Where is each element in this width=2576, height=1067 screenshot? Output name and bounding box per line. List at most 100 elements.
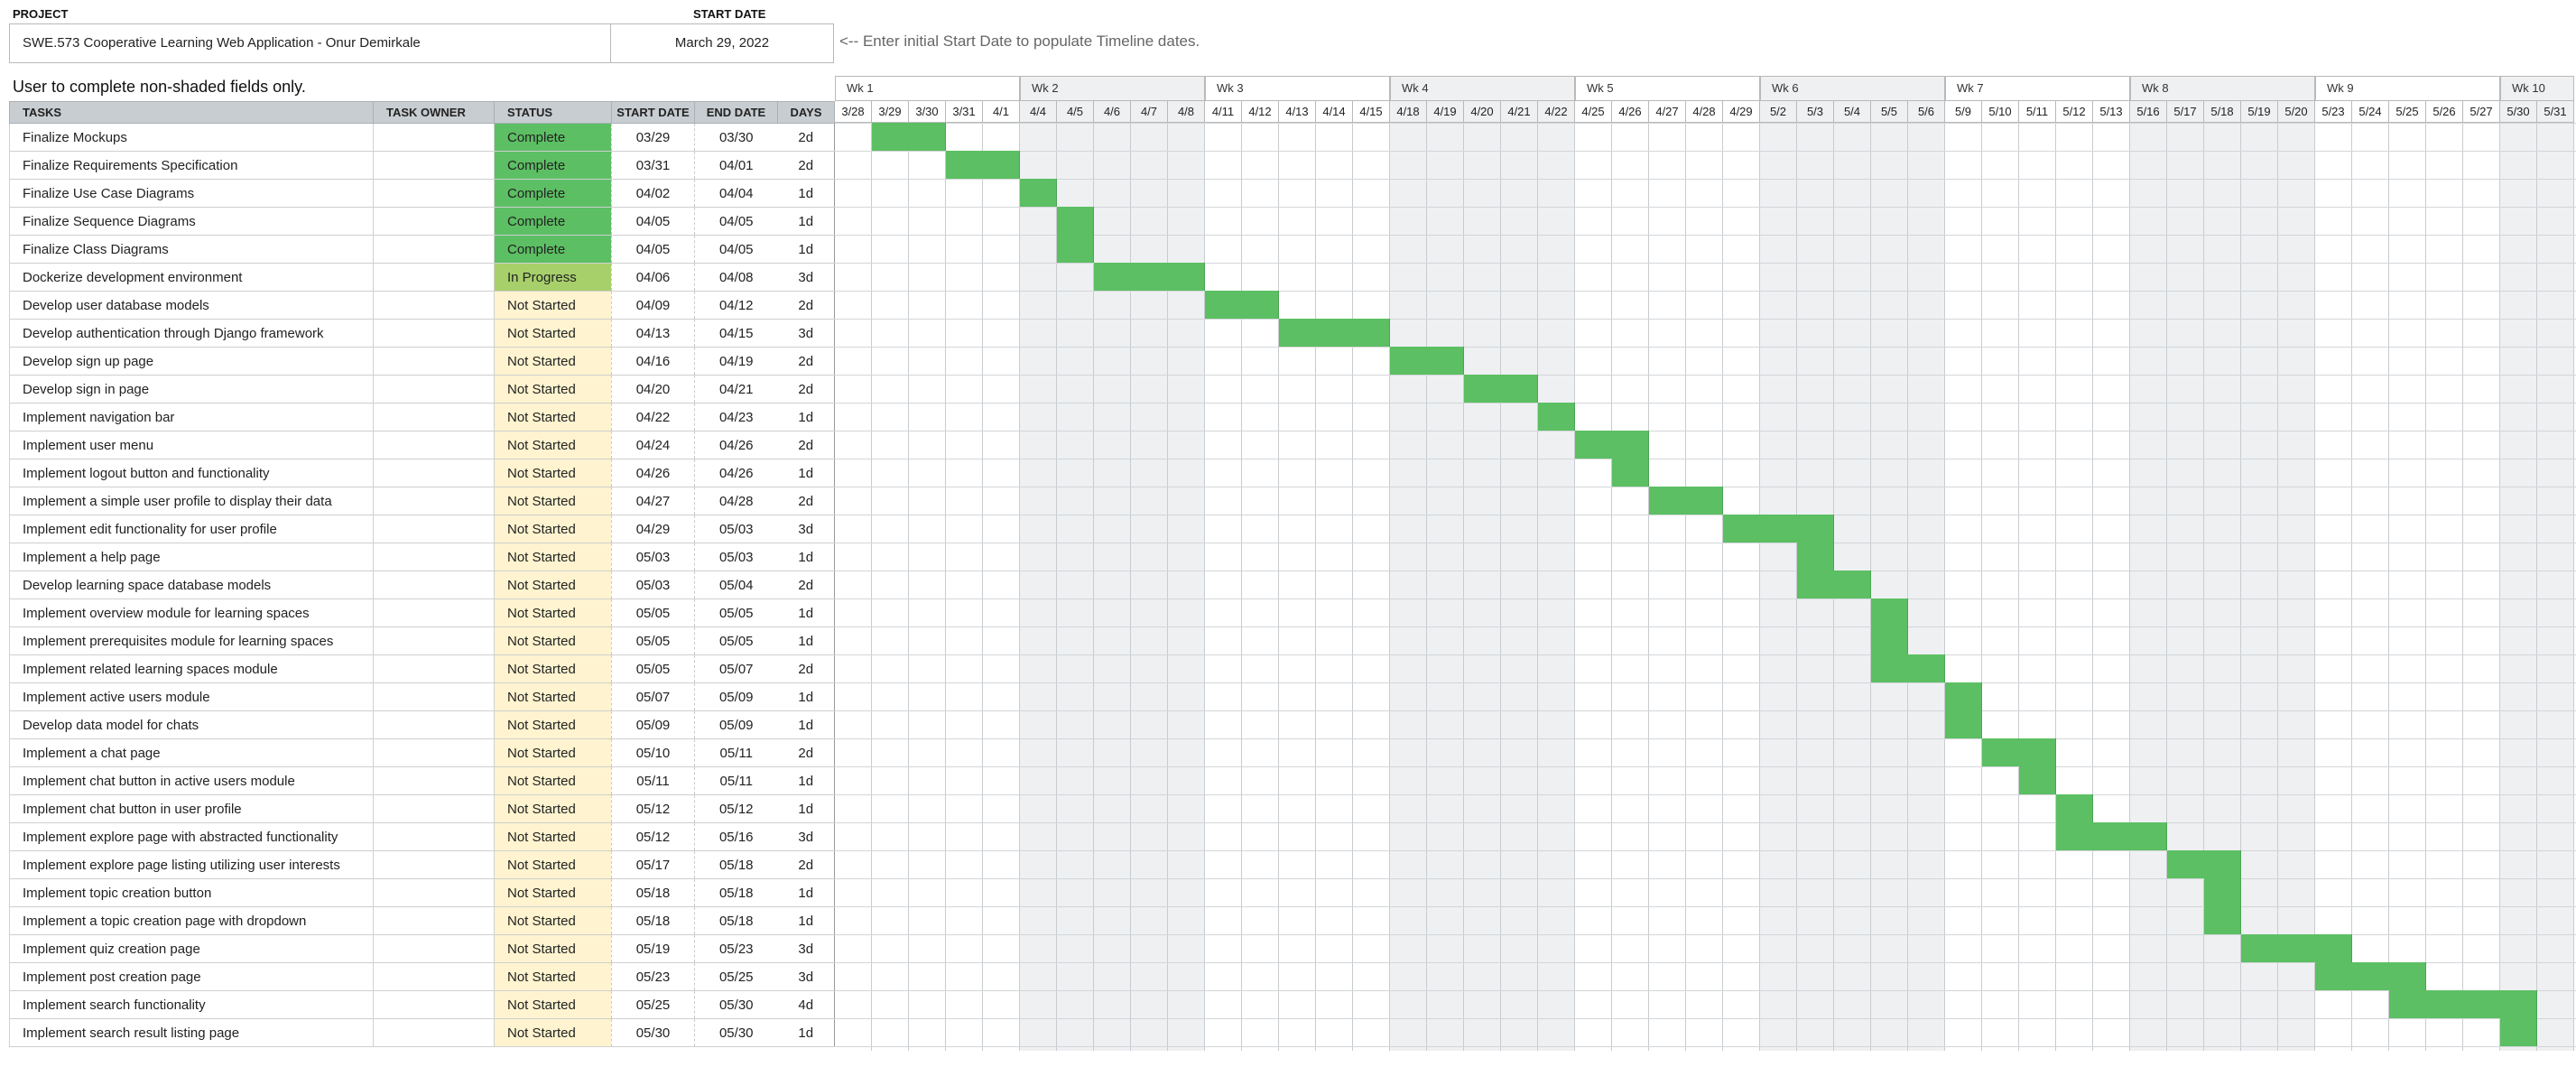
task-name-cell[interactable]: Implement topic creation button — [9, 878, 374, 907]
task-days-cell[interactable]: 3d — [777, 515, 835, 543]
task-end-cell[interactable]: 05/03 — [694, 515, 778, 543]
task-name-cell[interactable]: Implement chat button in user profile — [9, 794, 374, 823]
task-owner-cell[interactable] — [373, 822, 495, 851]
task-status-cell[interactable]: In Progress — [494, 263, 612, 292]
task-start-cell[interactable]: 04/22 — [611, 403, 695, 431]
task-status-cell[interactable]: Not Started — [494, 431, 612, 459]
task-owner-cell[interactable] — [373, 878, 495, 907]
task-start-cell[interactable]: 04/26 — [611, 459, 695, 487]
task-end-cell[interactable]: 05/05 — [694, 598, 778, 627]
task-days-cell[interactable]: 1d — [777, 682, 835, 711]
task-owner-cell[interactable] — [373, 571, 495, 599]
task-days-cell[interactable]: 1d — [777, 543, 835, 571]
start-date-field[interactable]: March 29, 2022 — [674, 35, 770, 51]
task-owner-cell[interactable] — [373, 179, 495, 208]
task-status-cell[interactable]: Not Started — [494, 766, 612, 795]
task-start-cell[interactable]: 04/05 — [611, 207, 695, 236]
task-name-cell[interactable]: Finalize Mockups — [9, 123, 374, 152]
task-name-cell[interactable]: Implement active users module — [9, 682, 374, 711]
task-start-cell[interactable]: 05/05 — [611, 626, 695, 655]
task-days-cell[interactable]: 2d — [777, 375, 835, 404]
task-days-cell[interactable]: 2d — [777, 654, 835, 683]
task-status-cell[interactable]: Not Started — [494, 962, 612, 991]
task-name-cell[interactable]: Implement explore page with abstracted f… — [9, 822, 374, 851]
task-start-cell[interactable]: 03/31 — [611, 151, 695, 180]
task-days-cell[interactable]: 1d — [777, 626, 835, 655]
task-owner-cell[interactable] — [373, 543, 495, 571]
task-status-cell[interactable]: Not Started — [494, 487, 612, 515]
task-name-cell[interactable]: Implement a simple user profile to displ… — [9, 487, 374, 515]
task-owner-cell[interactable] — [373, 794, 495, 823]
task-start-cell[interactable]: 05/19 — [611, 934, 695, 963]
task-name-cell[interactable]: Finalize Sequence Diagrams — [9, 207, 374, 236]
task-name-cell[interactable]: Develop data model for chats — [9, 710, 374, 739]
task-start-cell[interactable]: 05/18 — [611, 878, 695, 907]
task-status-cell[interactable]: Not Started — [494, 403, 612, 431]
task-start-cell[interactable]: 05/11 — [611, 766, 695, 795]
task-start-cell[interactable]: 04/29 — [611, 515, 695, 543]
task-start-cell[interactable]: 05/09 — [611, 710, 695, 739]
task-status-cell[interactable]: Not Started — [494, 934, 612, 963]
task-days-cell[interactable]: 2d — [777, 571, 835, 599]
task-days-cell[interactable]: 1d — [777, 235, 835, 264]
task-owner-cell[interactable] — [373, 263, 495, 292]
task-owner-cell[interactable] — [373, 906, 495, 935]
task-days-cell[interactable]: 3d — [777, 822, 835, 851]
task-start-cell[interactable]: 04/06 — [611, 263, 695, 292]
task-start-cell[interactable]: 04/20 — [611, 375, 695, 404]
task-days-cell[interactable]: 3d — [777, 962, 835, 991]
task-status-cell[interactable]: Not Started — [494, 794, 612, 823]
task-end-cell[interactable]: 05/12 — [694, 794, 778, 823]
task-days-cell[interactable]: 2d — [777, 850, 835, 879]
task-owner-cell[interactable] — [373, 766, 495, 795]
task-status-cell[interactable]: Complete — [494, 207, 612, 236]
task-status-cell[interactable]: Complete — [494, 151, 612, 180]
task-end-cell[interactable]: 04/26 — [694, 431, 778, 459]
task-start-cell[interactable]: 05/12 — [611, 794, 695, 823]
task-name-cell[interactable]: Implement logout button and functionalit… — [9, 459, 374, 487]
task-start-cell[interactable]: 05/05 — [611, 598, 695, 627]
task-name-cell[interactable]: Finalize Requirements Specification — [9, 151, 374, 180]
task-end-cell[interactable]: 05/09 — [694, 710, 778, 739]
task-days-cell[interactable]: 1d — [777, 710, 835, 739]
task-name-cell[interactable]: Implement user menu — [9, 431, 374, 459]
task-status-cell[interactable]: Not Started — [494, 291, 612, 320]
task-days-cell[interactable]: 1d — [777, 598, 835, 627]
task-name-cell[interactable]: Implement search result listing page — [9, 1018, 374, 1047]
task-end-cell[interactable]: 04/15 — [694, 319, 778, 348]
task-end-cell[interactable]: 05/25 — [694, 962, 778, 991]
task-status-cell[interactable]: Not Started — [494, 738, 612, 767]
task-status-cell[interactable]: Not Started — [494, 990, 612, 1019]
task-end-cell[interactable]: 05/18 — [694, 850, 778, 879]
task-name-cell[interactable]: Implement search functionality — [9, 990, 374, 1019]
task-owner-cell[interactable] — [373, 710, 495, 739]
task-start-cell[interactable]: 05/17 — [611, 850, 695, 879]
task-end-cell[interactable]: 04/28 — [694, 487, 778, 515]
task-status-cell[interactable]: Not Started — [494, 906, 612, 935]
task-days-cell[interactable]: 2d — [777, 431, 835, 459]
task-days-cell[interactable]: 2d — [777, 151, 835, 180]
task-owner-cell[interactable] — [373, 598, 495, 627]
task-end-cell[interactable]: 05/30 — [694, 990, 778, 1019]
task-days-cell[interactable]: 1d — [777, 403, 835, 431]
task-days-cell[interactable]: 1d — [777, 179, 835, 208]
task-name-cell[interactable]: Implement edit functionality for user pr… — [9, 515, 374, 543]
task-status-cell[interactable]: Not Started — [494, 654, 612, 683]
task-owner-cell[interactable] — [373, 319, 495, 348]
task-end-cell[interactable]: 05/09 — [694, 682, 778, 711]
task-days-cell[interactable]: 2d — [777, 347, 835, 376]
task-start-cell[interactable]: 04/02 — [611, 179, 695, 208]
task-end-cell[interactable]: 05/05 — [694, 626, 778, 655]
task-days-cell[interactable]: 1d — [777, 1018, 835, 1047]
task-status-cell[interactable]: Not Started — [494, 515, 612, 543]
task-end-cell[interactable]: 05/30 — [694, 1018, 778, 1047]
task-end-cell[interactable]: 05/04 — [694, 571, 778, 599]
task-status-cell[interactable]: Not Started — [494, 878, 612, 907]
task-days-cell[interactable]: 1d — [777, 207, 835, 236]
task-status-cell[interactable]: Complete — [494, 179, 612, 208]
task-status-cell[interactable]: Complete — [494, 235, 612, 264]
task-status-cell[interactable]: Not Started — [494, 571, 612, 599]
task-end-cell[interactable]: 05/16 — [694, 822, 778, 851]
task-end-cell[interactable]: 04/12 — [694, 291, 778, 320]
task-days-cell[interactable]: 1d — [777, 766, 835, 795]
